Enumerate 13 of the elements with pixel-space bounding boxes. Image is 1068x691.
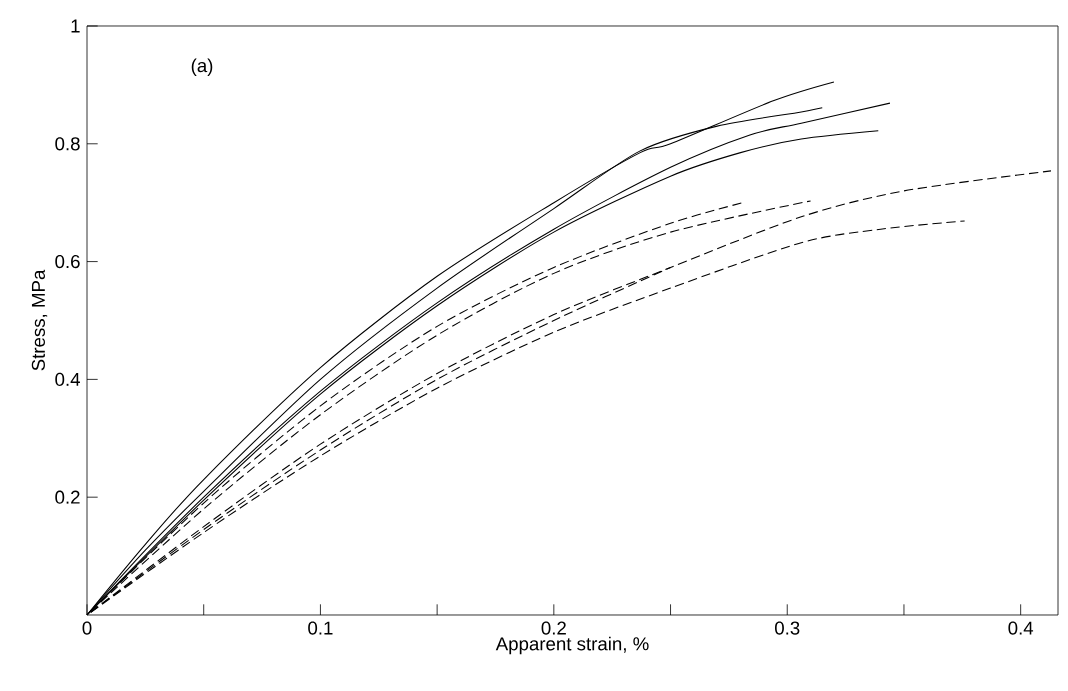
x-tick-label: 0.1	[308, 621, 333, 635]
y-tick-label: 0.8	[55, 137, 80, 151]
x-tick-label: 0.3	[775, 621, 800, 635]
y-axis-title: Stress, MPa	[31, 269, 48, 371]
annotation: (a)	[191, 58, 213, 76]
x-axis-title: Apparent strain, %	[495, 636, 649, 655]
x-tick-label: 0	[82, 621, 92, 635]
x-tick-label: 0.2	[541, 621, 566, 635]
y-tick-label: 0.6	[55, 254, 80, 269]
x-tick-label: 0.4	[1008, 621, 1034, 635]
y-tick-label: 1	[71, 19, 80, 33]
y-tick-label: 0.2	[55, 490, 80, 504]
y-tick-label: 0.4	[55, 372, 80, 386]
